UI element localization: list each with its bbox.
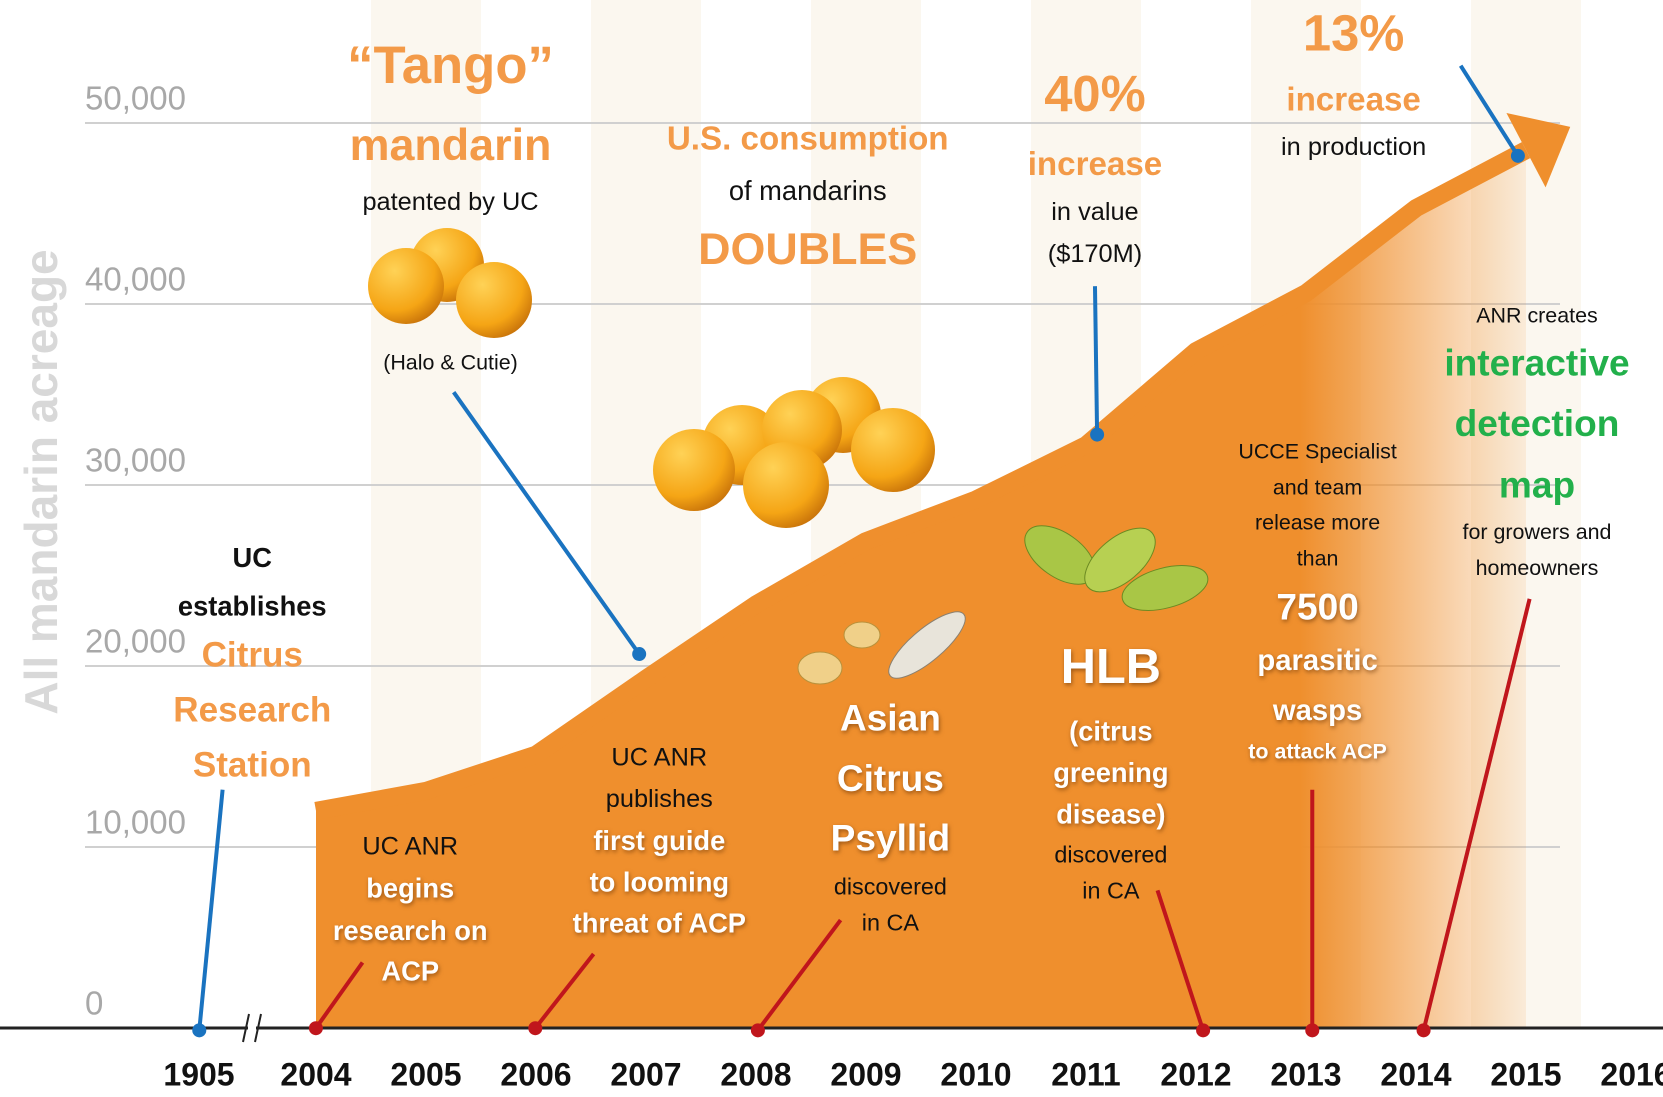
connector-dot [1511,149,1525,163]
annotation-text: U.S. consumption [667,121,949,158]
annotation-text: mandarin [350,119,552,170]
annotation-text: UC ANR [362,833,458,861]
x-tick-label: 2012 [1160,1056,1231,1092]
connector-dot [309,1021,323,1035]
annotation-text: parasitic [1257,645,1377,677]
annotation-text: ACP [381,955,439,986]
annotation-text: to looming [590,866,729,897]
chart: 0 10,000 20,000 30,000 40,000 50,000 1905 2004… [0,0,1663,1097]
annotation-text: ($170M) [1048,240,1142,268]
annotation-text: (citrus [1069,716,1152,747]
y-tick-label: 50,000 [85,80,186,117]
x-tick-label: 2016 [1600,1056,1663,1092]
annotation-text: discovered [1054,842,1167,868]
annotation-text: DOUBLES [698,223,917,274]
orange [456,262,532,338]
x-tick-label: 2014 [1380,1056,1451,1092]
annotation-text: HLB [1061,640,1161,694]
annotation-text: Citrus [837,757,944,799]
annotation-text: establishes [178,591,327,622]
x-tick-label: 1905 [163,1056,234,1092]
annotation-text: detection [1455,402,1620,444]
annotation-text: Citrus [202,635,303,674]
annotation-text: begins [366,873,454,904]
annotation-text: interactive [1444,341,1629,383]
annotation-text: Asian [840,697,941,739]
annotation-text: research on [333,915,488,946]
orange [653,429,735,511]
egg [798,652,842,684]
x-tick-label: 2006 [500,1056,571,1092]
annotation-text: UCCE Specialist [1238,439,1396,463]
annotation-text: 40% [1044,65,1145,122]
annotation-text: greening [1053,757,1168,788]
annotation-text: in production [1281,133,1426,161]
annotation-text: to attack ACP [1248,739,1387,763]
annotation-text: wasps [1272,695,1362,727]
y-tick-label: 40,000 [85,261,186,298]
annotation-text: Psyllid [831,816,950,858]
annotation-text: in CA [1082,878,1140,904]
x-tick-label: 2005 [390,1056,461,1092]
annotation-text: (Halo & Cutie) [383,350,518,374]
connector-dot [632,647,646,661]
egg [844,622,880,648]
orange [851,408,935,492]
annotation-text: than [1297,546,1339,570]
connector [199,790,222,1031]
annotation-text: UC [233,542,272,573]
y-tick-label: 30,000 [85,442,186,479]
x-tick-label: 2008 [720,1056,791,1092]
annotation-text: UC ANR [611,744,707,772]
connector-dot [751,1023,765,1037]
annotation-text: disease) [1056,798,1165,829]
annotation-text: and team [1273,475,1362,499]
orange [368,248,444,324]
y-tick-label: 0 [85,985,103,1022]
connector-dot [528,1021,542,1035]
x-tick-label: 2015 [1490,1056,1561,1092]
x-tick-label: 2013 [1270,1056,1341,1092]
x-tick-label: 2007 [610,1056,681,1092]
annotation-text: of mandarins [729,175,887,206]
y-tick-label: 20,000 [85,623,186,660]
annotation-text: for growers and [1463,520,1612,544]
annotation-text: 13% [1303,4,1404,61]
connector-dot [1305,1023,1319,1037]
annotation-text: threat of ACP [573,908,746,939]
annotation-text: homeowners [1476,556,1599,580]
annotation-text: Research [173,691,331,730]
y-tick-label: 10,000 [85,804,186,841]
annotation-text: increase [1286,82,1421,119]
annotation-text: map [1499,463,1575,505]
annotation-text: increase [1028,146,1163,183]
axis-break-gap [248,1022,256,1034]
annotation-text: release more [1255,510,1380,534]
annotation-text: patented by UC [362,188,538,216]
connector-dot [1196,1023,1210,1037]
x-tick-label: 2004 [280,1056,351,1092]
annotation-text: in CA [862,910,920,936]
connector-dot [1090,428,1104,442]
connector [1095,286,1097,434]
annotation-text: “Tango” [347,36,554,95]
connector-dot [192,1023,206,1037]
annotation-text: 7500 [1276,585,1358,627]
orange [743,442,829,528]
x-tick-label: 2011 [1051,1056,1120,1092]
annotation-text: Station [193,746,312,785]
annotation-text: ANR creates [1476,304,1598,328]
x-tick-label: 2009 [830,1056,901,1092]
x-tick-label: 2010 [940,1056,1011,1092]
annotation-text: first guide [593,825,725,856]
annotation-text: in value [1051,198,1138,226]
annotation-text: publishes [606,785,713,813]
y-axis-label: All mandarin acreage [15,249,67,714]
annotation-text: discovered [834,873,947,899]
connector-dot [1417,1023,1431,1037]
